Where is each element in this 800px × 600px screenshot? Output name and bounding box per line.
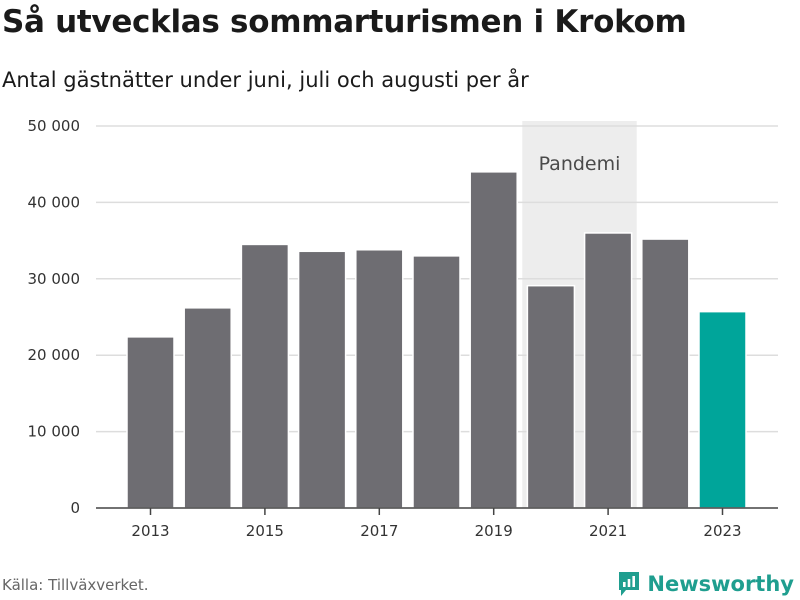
brand-name: Newsworthy	[647, 572, 794, 596]
x-tick-label: 2017	[360, 522, 398, 540]
x-tick-label: 2015	[246, 522, 284, 540]
chart-subtitle: Antal gästnätter under juni, juli och au…	[2, 68, 529, 92]
x-tick-label: 2023	[703, 522, 741, 540]
y-tick-label: 20 000	[28, 346, 81, 364]
bar-2020	[526, 284, 576, 509]
y-tick-label: 0	[70, 499, 80, 517]
pandemic-label: Pandemi	[539, 153, 621, 175]
newsworthy-logo-icon	[619, 572, 640, 596]
source-note: Källa: Tillväxverket.	[2, 576, 149, 594]
bar-2018	[412, 255, 461, 509]
bar-2013	[126, 336, 175, 509]
y-tick-label: 40 000	[28, 193, 81, 211]
y-tick-label: 10 000	[28, 423, 81, 441]
y-tick-label: 30 000	[28, 270, 81, 288]
chart-title: Så utvecklas sommarturismen i Krokom	[2, 4, 687, 40]
bar-2019	[469, 171, 518, 509]
bar-2021	[583, 232, 633, 509]
bar-2015	[240, 243, 290, 509]
y-tick-label: 50 000	[28, 117, 81, 135]
bar-2017	[355, 249, 404, 509]
bar-chart: 0 10 000 20 000 30 000 40 000 50 000 Pandemi 20…	[28, 117, 778, 540]
x-tick-label: 2019	[475, 522, 513, 540]
x-tick-label: 2013	[131, 522, 169, 540]
brand-logo: Newsworthy	[617, 568, 794, 600]
bar-2016	[297, 250, 347, 509]
bar-2022	[641, 238, 690, 509]
bar-2014	[183, 307, 232, 509]
bar-2023	[698, 310, 747, 509]
x-tick-label: 2021	[589, 522, 627, 540]
